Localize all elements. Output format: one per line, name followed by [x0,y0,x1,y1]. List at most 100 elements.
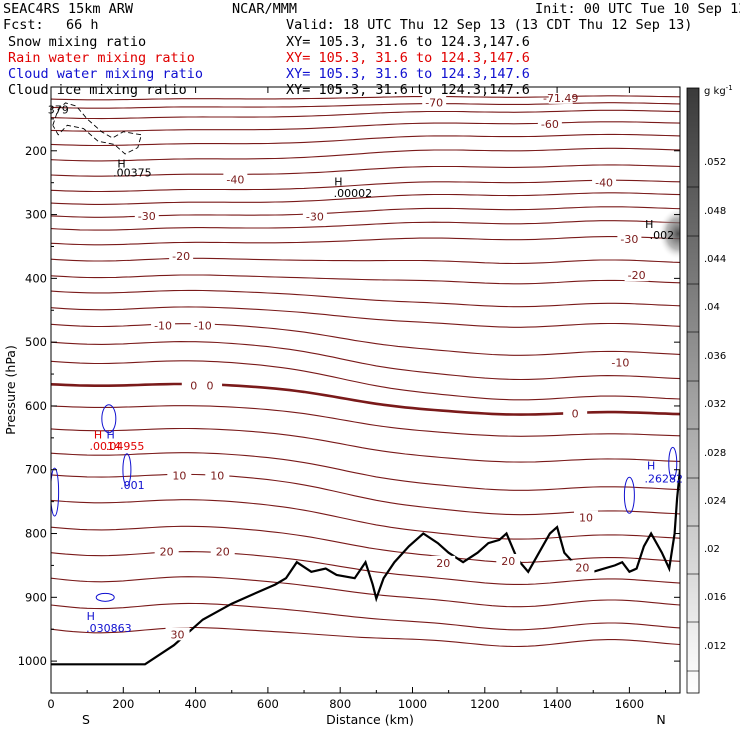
contour-label: 20 [501,555,515,568]
field-xy-cloud-ice: XY= 105.3, 31.6 to 124.3,147.6 [286,82,530,98]
y-tick-label: 1000 [18,654,47,668]
value-annotation: H [94,429,102,442]
x-tick-label: 600 [257,697,279,711]
x-tick-label: 1000 [398,697,427,711]
isotherm-line [51,109,680,120]
field-xy-cloud-water: XY= 105.3, 31.6 to 124.3,147.6 [286,66,530,82]
value-annotation: 379 [48,103,69,116]
x-tick-label: 1200 [470,697,499,711]
plot-frame [50,86,681,694]
x-tick-label: 400 [185,697,207,711]
contour-label-bg [198,378,223,392]
value-annotation: .001 [120,479,145,492]
contour-label-bg [223,172,248,186]
contour-label: 20 [575,561,589,574]
isotherm-line [51,102,680,109]
isotherm-line [51,192,680,205]
contour-label-bg [608,355,633,369]
temperature-contours [51,95,680,648]
cloud-water-contour [623,476,635,514]
contour-label-bg [210,544,235,558]
contour-label-bg [422,95,447,109]
colorbar-label: .032 [704,399,726,410]
field-name-cloud-water: Cloud water mixing ratio [8,66,203,82]
isotherm-line [51,626,680,648]
x-tick-label: 1400 [542,697,571,711]
contour-label-bg [167,468,192,482]
contour-label-bg [537,116,562,130]
colorbar-label: .016 [704,592,726,603]
isotherm-line [51,147,680,162]
isotherm-line [51,405,680,437]
value-annotation: H [647,459,655,472]
colorbar: g kg-1 .012 .016 .02 .024 .028 .032 .036 .04 .04… [686,84,733,694]
isotherm-line [51,220,680,231]
field-name-rain: Rain water mixing ratio [8,50,195,66]
terrain-profile [51,469,680,666]
isotherm-line [51,236,680,246]
contour-label: -71.49 [543,92,578,105]
contour-label-bg [548,90,573,104]
contour-label-bg [617,231,642,245]
colorbar-label: .028 [704,448,726,459]
contour-label: -10 [154,320,172,333]
contour-label: 0 [572,408,579,421]
isotherm-line [51,452,680,491]
value-annotation: H [117,158,125,171]
field-name-snow: Snow mixing ratio [8,34,146,50]
isotherm-line [51,499,680,540]
header: SEAC4RS 15km ARW NCAR/MMM Init: 00 UTC T… [3,1,740,98]
cloud-water-contour [101,404,117,434]
contour-label: -20 [172,250,190,263]
isotherm-line [51,602,680,631]
value-annotation: .002 [650,229,675,242]
value-annotation: .030863 [86,622,132,635]
isotherm-line [51,133,680,147]
isotherm-line [51,576,680,608]
x-tick-label: 1600 [615,697,644,711]
isotherm-line [51,360,680,401]
colorbar-label: .02 [704,544,720,555]
isotherm-line [51,257,680,265]
contour-label-bg [169,249,194,263]
contour-labels: -71.49 -70 -60 -40 -40 -30 -30 -30 -20 -20 -10 -10 -… [134,90,649,641]
contour-label-bg [151,318,176,332]
contour-label-bg [570,560,595,574]
x-tick-label: 800 [329,697,351,711]
contour-label: 0 [190,380,197,393]
init-time: Init: 00 UTC Tue 10 Sep 13 [535,1,740,17]
contour-label: 20 [436,557,450,570]
max-annotations: 379H.00375H.00002H.002H.0014H.04955.001H… [48,103,683,635]
value-annotation: .00375 [113,166,152,179]
contour-label: -20 [628,269,646,282]
fcst-value: 66 h [66,17,99,33]
colorbar-unit-exp: -1 [726,84,733,92]
contour-label: -30 [138,210,156,223]
model-title: SEAC4RS 15km ARW [3,1,134,17]
field-xy-snow: XY= 105.3, 31.6 to 124.3,147.6 [286,34,530,50]
contour-label-bg [165,627,190,641]
colorbar-label: .052 [704,157,726,168]
contour-label: -40 [226,173,244,186]
y-tick-label: 600 [25,399,47,413]
isotherm-line [51,164,680,177]
y-tick-label: 800 [25,527,47,541]
x-axis: 0 200 400 600 800 1000 1200 1400 1600 [47,87,667,711]
south-label: S [82,712,90,727]
isotherm-line [51,341,680,381]
isotherm-line [51,95,680,101]
contour-label: 10 [579,512,593,525]
colorbar-unit: g kg-1 [704,84,733,97]
fcst-label: Fcst: [3,17,44,33]
cloud-water-contour [95,592,115,602]
contour-label: -10 [194,320,212,333]
colorbar-label: .044 [704,254,726,265]
y-tick-label: 400 [25,271,47,285]
y-tick-label: 500 [25,335,47,349]
plot-area [51,95,680,666]
contour-label-bg [190,318,215,332]
value-annotation: .04955 [106,440,145,453]
contour-label: 20 [160,545,174,558]
y-tick-label: 700 [25,463,47,477]
